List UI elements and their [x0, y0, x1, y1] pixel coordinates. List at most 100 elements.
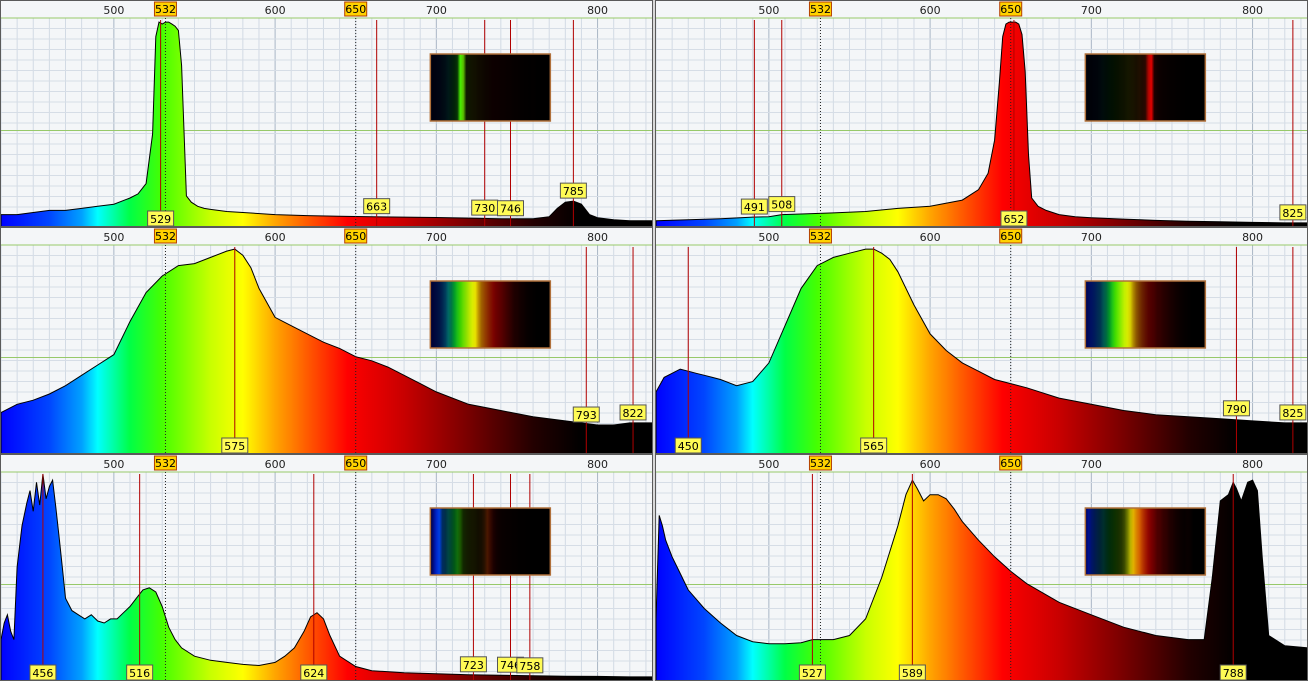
spectrum-panel: 500 600 700 800 532 650 450 565 790 825 [655, 227, 1308, 454]
peak-label: 790 [1222, 400, 1250, 417]
peak-label: 529 [147, 210, 175, 226]
svg-text:565: 565 [863, 440, 884, 453]
spectrum-chart: 500 600 700 800 532 650 491 508 652 825 [656, 1, 1307, 226]
peak-label: 589 [898, 664, 926, 680]
svg-text:758: 758 [519, 660, 540, 673]
reference-label: 650 [344, 455, 368, 471]
peak-label: 450 [674, 437, 702, 453]
svg-text:575: 575 [224, 440, 245, 453]
spectrum-thumbnail [1084, 280, 1207, 349]
spectrum-area [656, 21, 1307, 226]
reference-label: 650 [999, 1, 1023, 17]
svg-text:650: 650 [345, 230, 366, 243]
x-tick-label: 700 [1081, 231, 1102, 244]
peak-label: 825 [1279, 204, 1307, 221]
svg-text:516: 516 [129, 667, 150, 680]
x-tick-label: 700 [1081, 4, 1102, 17]
spectrum-panel: 500 600 700 800 532 650 529 663 730 746 785 [0, 0, 653, 227]
svg-text:527: 527 [802, 667, 823, 680]
peak-label: 758 [516, 657, 544, 674]
peak-label: 793 [572, 406, 600, 423]
x-tick-label: 500 [758, 458, 779, 471]
svg-text:785: 785 [563, 185, 584, 198]
spectrum-thumbnail [1084, 507, 1207, 576]
peak-label: 575 [221, 437, 249, 453]
peak-label: 527 [798, 664, 826, 680]
peak-label: 624 [300, 664, 328, 680]
x-tick-label: 500 [103, 231, 124, 244]
peak-label: 516 [126, 664, 154, 680]
svg-text:491: 491 [744, 201, 765, 214]
peak-label: 723 [459, 656, 487, 673]
svg-text:532: 532 [155, 457, 176, 470]
spectrum-area [1, 248, 652, 453]
x-tick-label: 700 [426, 458, 447, 471]
svg-text:723: 723 [463, 659, 484, 672]
spectrum-area [1, 473, 652, 680]
svg-text:650: 650 [1000, 230, 1021, 243]
peak-label: 491 [740, 198, 768, 215]
reference-label: 532 [808, 1, 832, 17]
peak-label: 508 [768, 196, 796, 213]
peak-label: 746 [497, 200, 525, 217]
svg-text:825: 825 [1282, 207, 1303, 220]
svg-text:650: 650 [345, 3, 366, 16]
spectrum-panel: 500 600 700 800 532 650 456 516 624 723 746 758 [0, 454, 653, 681]
svg-text:650: 650 [1000, 3, 1021, 16]
svg-text:730: 730 [474, 202, 495, 215]
svg-text:790: 790 [1226, 403, 1247, 416]
x-tick-label: 600 [920, 231, 941, 244]
reference-label: 650 [999, 455, 1023, 471]
spectrum-chart: 500 600 700 800 532 650 575 793 822 [1, 228, 652, 453]
svg-text:532: 532 [155, 230, 176, 243]
svg-text:508: 508 [771, 199, 792, 212]
svg-text:746: 746 [500, 659, 521, 672]
x-tick-label: 600 [920, 4, 941, 17]
peak-label: 822 [619, 404, 647, 421]
spectrum-area [1, 21, 652, 226]
svg-text:652: 652 [1003, 213, 1024, 226]
svg-text:532: 532 [810, 3, 831, 16]
reference-label: 650 [344, 228, 368, 244]
reference-label: 650 [999, 228, 1023, 244]
x-tick-label: 700 [1081, 458, 1102, 471]
peak-label: 825 [1279, 404, 1307, 421]
peak-label: 730 [471, 199, 499, 216]
spectrum-thumbnail [429, 53, 552, 122]
svg-text:456: 456 [32, 667, 53, 680]
x-tick-label: 600 [265, 458, 286, 471]
x-tick-label: 500 [758, 4, 779, 17]
x-tick-label: 600 [265, 231, 286, 244]
chart-grid [1, 17, 652, 226]
svg-text:532: 532 [155, 3, 176, 16]
spectrum-panel: 500 600 700 800 532 650 491 508 652 825 [655, 0, 1308, 227]
svg-text:825: 825 [1282, 407, 1303, 420]
peak-label: 788 [1219, 664, 1247, 680]
peak-label: 456 [29, 664, 57, 680]
svg-text:450: 450 [678, 440, 699, 453]
spectrum-panel: 500 600 700 800 532 650 527 589 788 [655, 454, 1308, 681]
x-tick-label: 800 [1242, 458, 1263, 471]
svg-text:529: 529 [150, 213, 171, 226]
svg-text:532: 532 [810, 457, 831, 470]
spectrum-panel: 500 600 700 800 532 650 575 793 822 [0, 227, 653, 454]
reference-label: 650 [344, 1, 368, 17]
spectrum-thumbnail [429, 280, 552, 349]
reference-label: 532 [808, 455, 832, 471]
spectrum-area [656, 248, 1307, 453]
peak-label: 565 [860, 437, 888, 453]
svg-text:793: 793 [576, 409, 597, 422]
peak-label: 663 [363, 198, 391, 215]
spectrum-thumbnail [1084, 53, 1207, 122]
spectrum-chart: 500 600 700 800 532 650 450 565 790 825 [656, 228, 1307, 453]
spectrum-chart: 500 600 700 800 532 650 529 663 730 746 785 [1, 1, 652, 226]
x-tick-label: 500 [103, 458, 124, 471]
reference-label: 532 [808, 228, 832, 244]
svg-text:650: 650 [345, 457, 366, 470]
svg-text:589: 589 [902, 667, 923, 680]
x-tick-label: 800 [587, 4, 608, 17]
spectrum-thumbnail [429, 507, 552, 576]
x-tick-label: 500 [103, 4, 124, 17]
